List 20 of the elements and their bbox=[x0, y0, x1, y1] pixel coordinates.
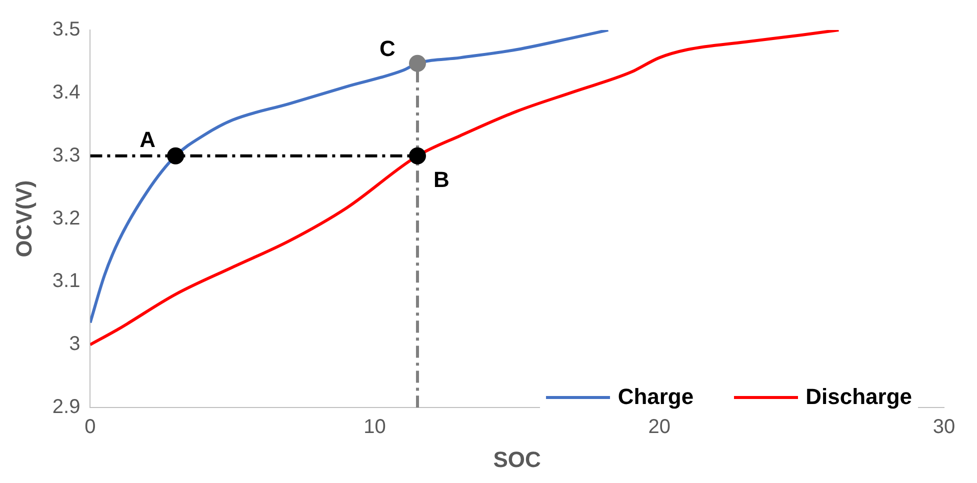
y-tick-label: 3.5 bbox=[52, 18, 80, 41]
x-tick-label: 0 bbox=[84, 416, 96, 438]
annotation: B bbox=[434, 166, 450, 192]
y-tick-label: 3 bbox=[69, 333, 80, 356]
y-tick-label: 3.3 bbox=[52, 144, 80, 166]
x-tick-label: 10 bbox=[364, 416, 386, 438]
line-series bbox=[90, 30, 840, 346]
y-tick-label: 3.2 bbox=[52, 207, 80, 230]
y-tick-label: 3.1 bbox=[52, 270, 80, 292]
x-tick-label: 30 bbox=[932, 416, 956, 438]
y-tick-label: 2.9 bbox=[52, 396, 80, 418]
line-series bbox=[90, 30, 610, 324]
x-tick-label: 20 bbox=[648, 416, 671, 438]
y-tick-label: 3.4 bbox=[52, 81, 80, 104]
annotation: A bbox=[140, 126, 156, 152]
x-axis-title: SOC bbox=[493, 446, 542, 472]
legend-label: Charge bbox=[618, 384, 694, 410]
y-axis-title: OCV(V) bbox=[11, 180, 36, 258]
legend-label: Discharge bbox=[806, 384, 912, 410]
annotation: C bbox=[380, 36, 396, 62]
